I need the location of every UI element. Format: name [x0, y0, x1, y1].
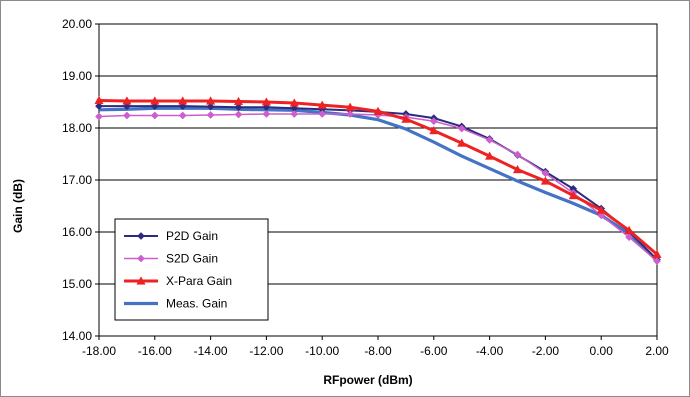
x-tick-label: -4.00 — [476, 344, 504, 358]
y-axis: 14.00 15.00 16.00 17.00 18.00 19.00 20.00 — [62, 17, 99, 343]
y-tick-label: 14.00 — [62, 329, 92, 343]
data-point — [429, 117, 438, 126]
series-meas-gain — [98, 106, 659, 262]
data-point — [317, 100, 327, 109]
data-point — [262, 110, 271, 118]
data-point — [346, 110, 355, 118]
data-point — [178, 111, 187, 120]
data-point — [429, 125, 439, 135]
legend-item: P2D Gain — [124, 229, 218, 243]
data-point — [137, 232, 145, 240]
data-point — [95, 112, 103, 121]
y-tick-label: 17.00 — [62, 173, 92, 187]
data-point — [318, 110, 327, 118]
legend-item: X-Para Gain — [124, 274, 232, 288]
data-point — [652, 249, 662, 258]
y-tick-label: 15.00 — [62, 277, 92, 291]
x-tick-label: 2.00 — [645, 344, 669, 358]
data-point — [150, 111, 159, 120]
data-point — [233, 96, 244, 106]
y-tick-label: 16.00 — [62, 225, 92, 239]
x-axis: -18.00 -16.00 -14.00 -12.00 -10.00 -8.00 -6.00… — [82, 336, 669, 358]
x-axis-label: RFpower (dBm) — [323, 373, 412, 387]
y-tick-label: 19.00 — [62, 69, 92, 83]
series-s2d-gain — [95, 110, 661, 266]
data-point — [206, 111, 215, 119]
x-tick-label: -18.00 — [82, 344, 116, 358]
x-tick-label: -2.00 — [532, 344, 560, 358]
x-tick-label: -12.00 — [249, 344, 283, 358]
x-tick-label: -8.00 — [364, 344, 392, 358]
data-point — [290, 110, 299, 118]
data-point — [345, 102, 355, 111]
data-point — [457, 138, 467, 147]
data-point — [513, 150, 522, 159]
x-tick-label: -14.00 — [194, 344, 228, 358]
data-point — [624, 225, 634, 235]
data-point — [625, 233, 634, 242]
legend-label: Meas. Gain — [166, 297, 227, 311]
data-point — [540, 176, 551, 185]
x-tick-label: -16.00 — [138, 344, 172, 358]
data-point — [122, 111, 131, 120]
data-point — [178, 96, 188, 105]
data-point — [512, 164, 523, 174]
data-point — [94, 95, 104, 105]
legend-item: Meas. Gain — [124, 297, 227, 311]
series-layer — [94, 95, 662, 266]
data-point — [457, 124, 466, 133]
data-point — [484, 151, 495, 160]
data-point — [373, 106, 383, 115]
y-axis-label: Gain (dB) — [11, 179, 25, 233]
y-tick-label: 18.00 — [62, 121, 92, 135]
data-point — [205, 96, 216, 105]
x-tick-label: 0.00 — [590, 344, 614, 358]
data-point — [137, 254, 145, 263]
data-point — [261, 97, 272, 106]
legend-label: S2D Gain — [166, 252, 218, 266]
legend: P2D Gain S2D Gain X-Para Gain Meas. Gain — [114, 218, 269, 321]
legend-item: S2D Gain — [124, 252, 218, 266]
data-point — [653, 257, 661, 266]
data-point — [206, 102, 215, 111]
series-line — [98, 106, 659, 262]
data-point — [136, 276, 146, 285]
data-point — [95, 102, 103, 111]
legend-label: X-Para Gain — [166, 274, 232, 288]
data-point — [485, 136, 494, 144]
data-point — [289, 98, 299, 107]
data-point — [122, 96, 132, 105]
series-x-para-gain — [94, 95, 662, 258]
y-tick-label: 20.00 — [62, 17, 92, 31]
data-point — [568, 190, 578, 200]
legend-label: P2D Gain — [166, 229, 218, 243]
x-tick-label: -6.00 — [420, 344, 448, 358]
x-tick-label: -10.00 — [305, 344, 339, 358]
data-point — [234, 110, 243, 119]
data-point — [596, 205, 606, 214]
data-point — [401, 114, 411, 123]
data-point — [150, 96, 160, 105]
